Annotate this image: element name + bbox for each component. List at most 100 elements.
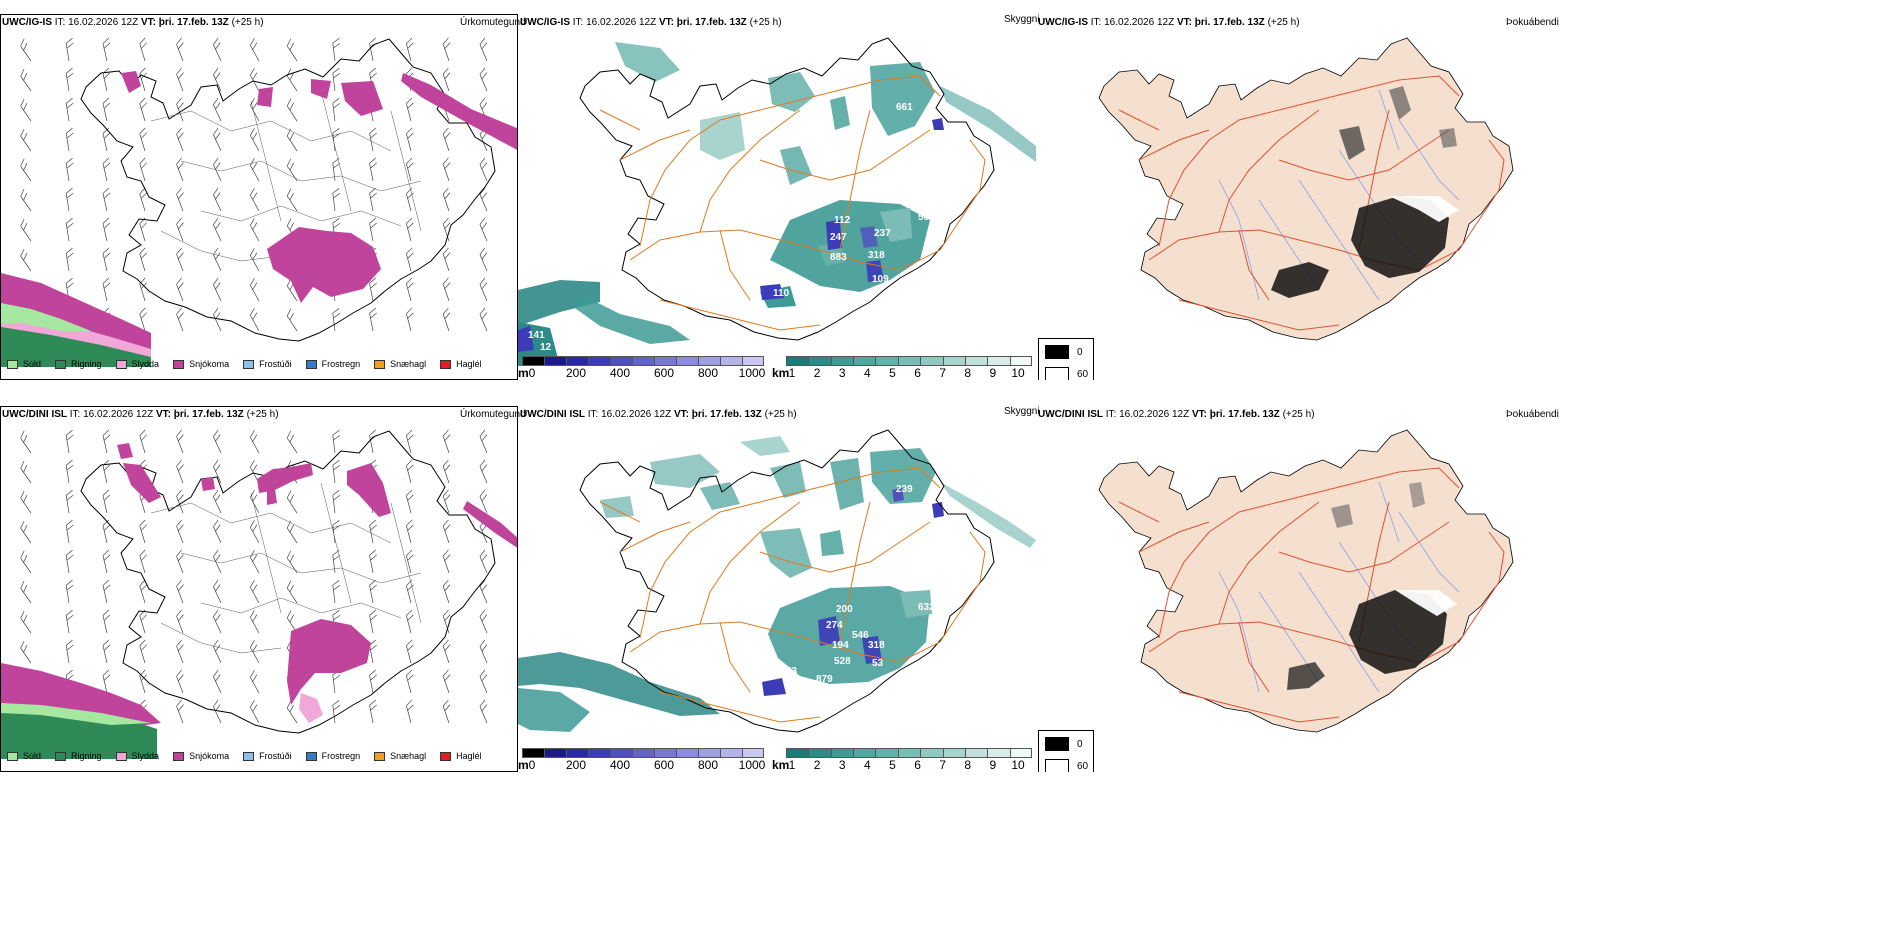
wind-barb (213, 127, 222, 152)
colorbar-tick: 6 (914, 758, 921, 772)
fog-legend-low: 0 (1077, 739, 1083, 750)
legend-swatch (55, 751, 67, 761)
wind-barb (65, 579, 74, 604)
model-name: UWC/IG-IS (1038, 17, 1088, 28)
roads (599, 467, 986, 723)
wind-barb (139, 429, 147, 454)
wind-barb (249, 308, 260, 332)
wind-barb (479, 277, 488, 302)
legend-label: Slydda (131, 751, 160, 761)
legend-swatch (374, 751, 386, 761)
colorbar-tick: 5 (889, 366, 896, 380)
wind-barb (286, 158, 298, 182)
wind-barb (213, 157, 222, 182)
vt-label: VT: (1176, 17, 1192, 28)
wind-barb (479, 549, 488, 574)
wind-barb (406, 277, 414, 302)
colorbar-tick: 4 (863, 758, 871, 772)
cloudbase-colorbar (522, 356, 764, 366)
legend-label: Snjókoma (189, 359, 230, 369)
wind-barb (369, 187, 377, 212)
wind-barb (332, 188, 341, 212)
legend-label: Súld (23, 751, 42, 761)
wind-barb (442, 429, 451, 454)
lead-time: (+25 h) (764, 409, 797, 420)
wind-barb (249, 98, 260, 122)
wind-barb (102, 187, 111, 212)
wind-barb (406, 459, 414, 484)
wind-barb (406, 579, 414, 604)
colorbar-tick: 600 (653, 366, 675, 380)
iceland-outline (80, 38, 496, 342)
visibility-unit: km (772, 758, 790, 772)
colorbar-segment (610, 748, 632, 758)
cloud-base-value: 505 (918, 212, 935, 223)
wind-barb (176, 489, 184, 514)
wind-barb (406, 699, 414, 724)
colorbar-segment (942, 748, 965, 758)
colorbar-tick: 7 (939, 758, 946, 772)
fog-title-2: UWC/DINI ISL IT: 16.02.2026 12Z VT: þri.… (1038, 409, 1315, 420)
wind-barb (139, 609, 147, 634)
legend-swatch (440, 359, 452, 369)
cloud-base-value: 239 (896, 484, 913, 495)
wind-barb (286, 98, 298, 122)
colorbar-tick: 10 (1011, 366, 1025, 380)
colorbar-tick: 6 (914, 366, 921, 380)
snow-areas (117, 443, 517, 723)
cloudbase-unit: m (518, 366, 529, 380)
wind-barb (139, 549, 147, 574)
colorbar-segment (1009, 748, 1032, 758)
wind-barb (286, 308, 298, 332)
cloud-panel-2: 239 632 200 274 546 194 318 528 879 53 43 m 0 200 40… (518, 406, 1036, 772)
cloud-panel-1: 661 112 247 237 883 318 110 505 52 109 141 12 m 0 20… (518, 14, 1036, 380)
wind-barb (176, 699, 184, 724)
fog-legend-1: 0 60 (1038, 338, 1094, 380)
vt-label: VT: (1191, 409, 1207, 420)
wind-barb (369, 549, 377, 574)
colorbar-tick: 4 (863, 366, 871, 380)
lead-time: (+25 h) (1282, 409, 1315, 420)
wind-barb (442, 699, 451, 724)
wind-barb (286, 128, 298, 152)
vt-value: þri. 17.feb. 13Z (173, 409, 244, 420)
wind-barb (102, 489, 111, 514)
wind-barb (102, 579, 111, 604)
legend-item: Rigning (55, 359, 102, 369)
wind-barb (249, 188, 260, 212)
wind-barb (176, 127, 184, 152)
colorbar-tick: 600 (653, 758, 675, 772)
legend-swatch (7, 751, 18, 761)
wind-barb (139, 639, 147, 664)
wind-barb (176, 67, 184, 92)
wind-barb (213, 609, 222, 634)
colorbar-segment (566, 356, 588, 366)
wind-barb (406, 217, 414, 242)
fog-map-2 (1098, 429, 1514, 733)
wind-barb (369, 579, 377, 604)
colorbar-segment (588, 356, 610, 366)
visibility-ticks: 1 2 3 4 5 6 7 8 9 10 (772, 758, 1034, 772)
wind-barb (369, 307, 377, 332)
wind-barb (479, 247, 488, 272)
legend-label: Snæhagl (390, 359, 427, 369)
wind-barb (139, 157, 147, 182)
colorbar-tick: 0 (528, 758, 536, 772)
wind-barb (442, 217, 451, 242)
wind-barb (406, 37, 414, 62)
vt-value: þri. 17.feb. 13Z (158, 17, 229, 28)
fog-panel-name-1: Þokuábendi (1506, 17, 1559, 28)
legend-label: Súld (23, 359, 42, 369)
wind-barb (176, 579, 184, 604)
terrain-lines (150, 90, 422, 262)
colorbar-tick: 7 (939, 366, 946, 380)
wind-barb (286, 580, 298, 604)
colorbar-segment (544, 356, 566, 366)
wind-barb (102, 157, 111, 182)
wind-barb (213, 549, 222, 574)
colorbar-tick: 8 (964, 758, 972, 772)
wind-barb (213, 67, 222, 92)
wind-barb (65, 187, 74, 212)
legend-label: Haglél (456, 751, 482, 761)
wind-barb (20, 610, 32, 634)
